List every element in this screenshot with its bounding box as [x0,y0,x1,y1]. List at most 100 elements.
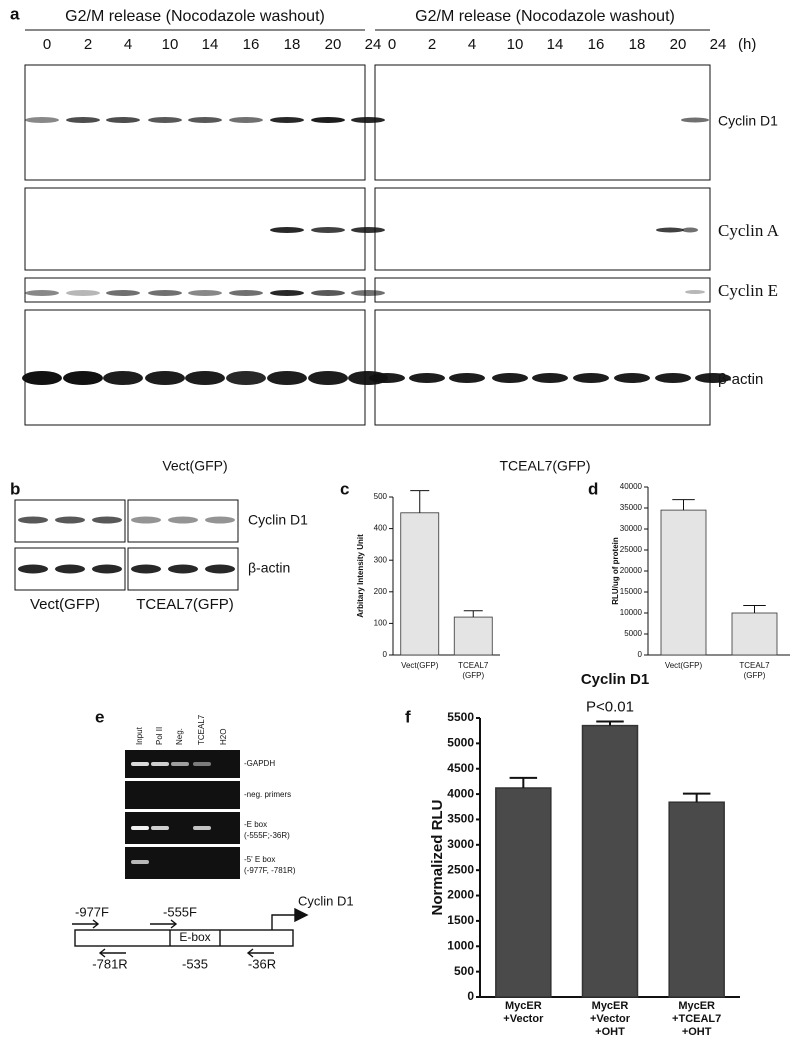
y-tick-label: 30000 [620,524,643,533]
blot-frame [374,277,711,303]
bar [400,512,440,656]
blot-band [185,371,225,385]
y-tick-label: 1000 [447,938,474,952]
x-tick-label: +Vector [590,1013,631,1025]
blot-band [66,117,100,123]
y-tick-label: 2500 [447,862,474,876]
timepoint: 14 [547,36,564,53]
timepoint: 0 [43,36,51,53]
blot-band [188,290,222,296]
lane-label: Neg. [175,728,184,745]
panel-label: e [95,707,104,726]
blot-band [226,371,266,385]
blot-band [492,373,528,383]
timepoint: 2 [428,36,436,53]
blot-band [351,117,385,123]
x-tick-label: TCEAL7 [458,661,489,670]
promoter-box [74,929,294,947]
x-tick-label: (GFP) [462,671,484,680]
header: G2/M release (Nocodazole washout) [65,8,325,25]
gel-band [151,762,169,766]
y-tick-label: 200 [374,587,388,596]
y-tick-label: 3500 [447,812,474,826]
x-tick-label: (GFP) [744,671,766,680]
lane-label: Input [135,726,144,745]
timepoint: 24 [710,36,727,53]
x-tick-label: +OHT [595,1026,625,1038]
y-tick-label: 5500 [447,710,474,724]
diagram-label: E-box [179,930,210,944]
blot-band [308,371,348,385]
diagram-label: -555F [163,904,197,919]
row-label: (-555F;-36R) [244,831,290,840]
blot-band [655,373,691,383]
row-label: -E box [244,820,267,829]
group-label: TCEAL7(GFP) [499,458,590,474]
blot-frame [374,64,711,181]
blot-frame [24,309,366,426]
blot-band [532,373,568,383]
gel-band [193,762,211,766]
y-tick-label: 300 [374,555,388,564]
gel-band [171,762,189,766]
row-label: (-977F, -781R) [244,866,296,875]
blot-band [449,373,485,383]
timepoint: 14 [202,36,219,53]
blot-frame [14,547,126,591]
blot-band [205,564,235,574]
row-label: Cyclin A [718,221,780,240]
x-tick-label: MycER [678,1000,715,1012]
row-label: Cyclin D1 [718,113,778,129]
bar [495,787,552,998]
blot-band [148,290,182,296]
gel [125,750,240,879]
blot-band [270,290,304,296]
primer-arrowhead [92,919,100,929]
bar [660,509,707,656]
x-tick-label: +OHT [682,1026,712,1038]
gel-band [193,826,211,830]
blot-band [18,564,48,574]
panel-label: b [10,479,20,498]
primer-arrowhead [246,948,254,958]
gel-band [151,826,169,830]
tss-arrow [271,914,295,930]
x-tick-label: +Vector [503,1013,544,1025]
blot-band [270,227,304,233]
group-label: Vect(GFP) [162,458,227,474]
blot-band [229,290,263,296]
timepoint: 16 [243,36,260,53]
x-tick-label: TCEAL7 [739,661,770,670]
blot-band [103,371,143,385]
blot-band [168,564,198,574]
y-tick-label: 10000 [620,608,643,617]
y-tick-label: 1500 [447,913,474,927]
row-label: β-actin [248,560,290,576]
row-label: -neg. primers [244,790,291,799]
gel-band [131,826,149,830]
row-label: Cyclin D1 [248,512,308,528]
blot-band [92,564,122,574]
blot-frame [14,499,126,543]
blot-band [188,117,222,123]
y-tick-label: 0 [383,650,388,659]
blot-band [311,117,345,123]
diagram-label: Cyclin D1 [298,893,354,908]
bar [581,724,639,998]
header: G2/M release (Nocodazole washout) [415,8,675,25]
x-tick-label: Vect(GFP) [665,661,703,670]
blot-band [267,371,307,385]
gel-strip [125,781,240,809]
blot-band [573,373,609,383]
blot-band [409,373,445,383]
y-tick-label: 40000 [620,482,643,491]
diagram-label: -535 [182,956,208,971]
timepoint: 24 [365,36,382,53]
y-tick-label: 3000 [447,837,474,851]
timepoint: 10 [162,36,179,53]
blot-band [148,117,182,123]
blot-band [311,227,345,233]
y-axis-label: Arbitary Intensity Unit [356,534,365,618]
blot-band [106,117,140,123]
annotation: P<0.01 [586,699,634,716]
